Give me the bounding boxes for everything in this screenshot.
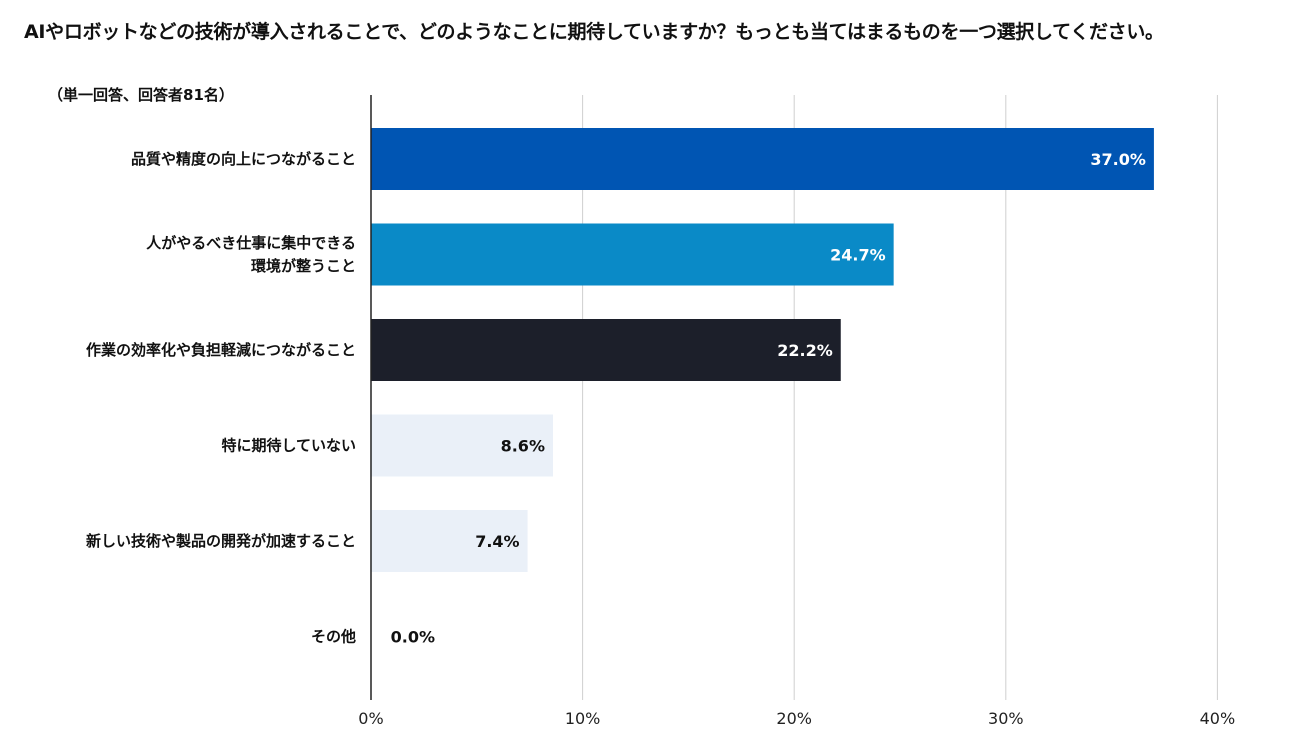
bar: [371, 319, 841, 381]
category-label: 人がやるべき仕事に集中できる: [146, 234, 356, 252]
chart-title: AIやロボットなどの技術が導入されることで、どのようなことに期待していますか？も…: [24, 21, 1164, 43]
x-tick-label: 10%: [565, 709, 601, 728]
bar: [371, 223, 894, 286]
category-label: 特に期待していない: [221, 437, 356, 455]
x-tick-label: 0%: [358, 709, 383, 728]
value-label: 24.7%: [830, 246, 886, 265]
value-label: 0.0%: [391, 628, 435, 647]
category-label: 品質や精度の向上につながること: [131, 150, 356, 168]
x-tick-label: 30%: [988, 709, 1024, 728]
bar: [371, 414, 553, 477]
category-label: 新しい技術や製品の開発が加速すること: [86, 532, 356, 550]
value-label: 7.4%: [475, 532, 519, 551]
value-label: 8.6%: [501, 437, 545, 456]
category-label: その他: [311, 628, 356, 646]
value-label: 22.2%: [777, 341, 833, 360]
bar: [371, 128, 1154, 190]
category-label: 環境が整うこと: [251, 257, 356, 275]
category-label: 作業の効率化や負担軽減につながること: [86, 341, 356, 359]
bar: [371, 510, 528, 572]
x-tick-label: 20%: [776, 709, 812, 728]
x-tick-label: 40%: [1200, 709, 1236, 728]
chart-subtitle: （単一回答、回答者81名）: [48, 86, 234, 104]
value-label: 37.0%: [1090, 150, 1146, 169]
